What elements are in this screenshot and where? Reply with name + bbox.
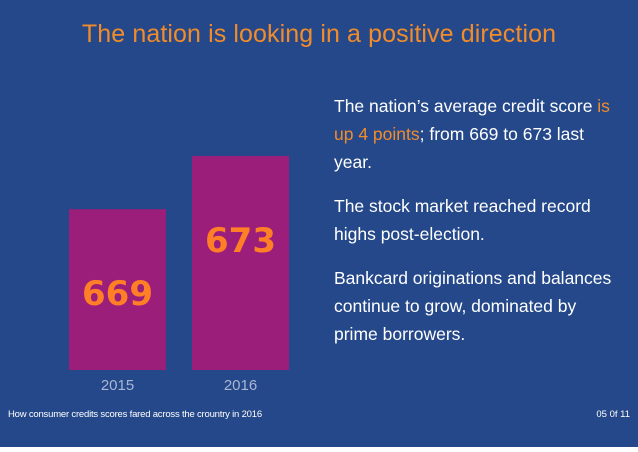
bar-2016: [192, 156, 289, 370]
x-tick-label-2015: 2015: [101, 377, 134, 394]
footer-caption: How consumer credits scores fared across…: [8, 409, 262, 420]
slide-title: The nation is looking in a positive dire…: [81, 20, 557, 48]
fact-credit-score-after: ; from 669 to 673 last year.: [334, 124, 585, 172]
fact-credit-score: The nation’s average credit score is up …: [334, 92, 624, 176]
x-tick-label-2016: 2016: [224, 377, 257, 394]
fact-stock-market: The stock market reached record highs po…: [334, 196, 591, 244]
bar-2015: [69, 209, 166, 370]
fact-credit-score-highlight: is up 4 points: [334, 96, 610, 144]
page-number: 05 0f 11: [596, 409, 630, 420]
bar-value-label-2015: 669: [82, 274, 153, 314]
fact-credit-score-before: The nation’s average credit score: [334, 96, 598, 116]
facts-list: The nation’s average credit score is up …: [334, 92, 624, 364]
fact-bankcard: Bankcard originations and balances conti…: [334, 268, 612, 344]
bar-value-label-2016: 673: [205, 221, 276, 261]
